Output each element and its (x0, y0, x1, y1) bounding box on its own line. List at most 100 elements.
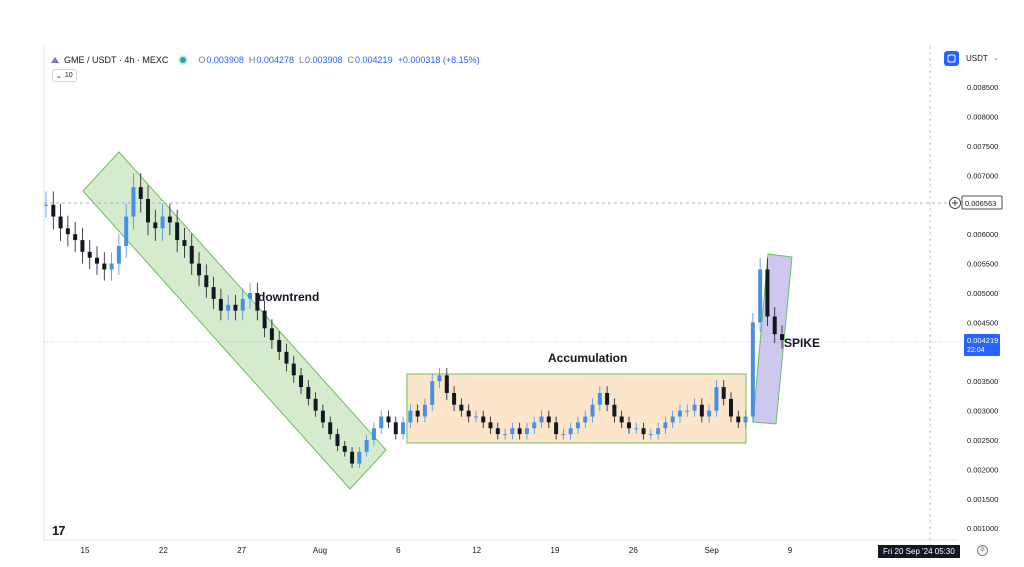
time-tick-label: 27 (237, 546, 246, 555)
price-tick-label: 0.002500 (967, 436, 998, 445)
candle-body (313, 398, 318, 411)
svg-text:downtrend: downtrend (258, 290, 319, 304)
low-label: L (298, 55, 304, 65)
volume-toggle[interactable]: ⌄ 10 (52, 69, 77, 82)
settings-icon[interactable]: ⚙ (977, 545, 988, 556)
time-tick-label: 12 (472, 546, 481, 555)
candle-body (138, 187, 143, 199)
candle-body (73, 234, 78, 241)
candle-body (248, 293, 253, 299)
candle-body (743, 416, 748, 423)
price-tick-label: 0.007000 (967, 171, 998, 180)
candle-body (95, 257, 100, 264)
candle-body (554, 422, 559, 435)
svg-text:SPIKE: SPIKE (784, 336, 820, 350)
candle-body (495, 428, 500, 435)
time-tick-label: 19 (551, 546, 560, 555)
svg-text:Accumulation: Accumulation (548, 351, 627, 365)
time-axis[interactable]: 15 22 27 Aug 6 12 19 26 Sep 9 (81, 546, 793, 555)
candle-body (335, 434, 340, 446)
price-tick-label: 0.004500 (967, 318, 998, 327)
candle-body (561, 434, 566, 436)
candle-body (291, 363, 296, 376)
symbol-legend[interactable]: GME / USDT · 4h · MEXC O 0.003908 H 0.00… (50, 52, 480, 68)
candle-body (240, 298, 245, 311)
candle-body (284, 351, 289, 364)
time-tick-label: 26 (629, 546, 638, 555)
candle-body (524, 428, 529, 435)
candle-body (619, 416, 624, 423)
chevron-down-icon: ⌄ (56, 72, 62, 80)
candle-body (728, 398, 733, 417)
price-tick-label: 0.005500 (967, 260, 998, 269)
candle-body (109, 263, 114, 270)
candle-body (481, 416, 486, 423)
candle-body (415, 410, 420, 417)
candle-body (269, 328, 274, 341)
candle-body (342, 445, 347, 452)
candle-body (182, 240, 187, 246)
high-label: H (248, 55, 256, 65)
volume-toggle-value: 10 (64, 72, 73, 79)
candle-body (277, 340, 282, 352)
candle-body (677, 410, 682, 417)
price-tick-label: 0.001500 (967, 495, 998, 504)
candle-body (116, 245, 121, 264)
candle-body (255, 293, 260, 311)
price-axis[interactable]: 0.0085000.0080000.0075000.0070000.006500… (967, 83, 998, 533)
candle-body (320, 410, 325, 423)
currency-dropdown-icon[interactable]: ⌄ (993, 55, 999, 62)
spike-box (752, 253, 793, 425)
currency-selector[interactable]: USDT (966, 54, 988, 63)
svg-text:22:04: 22:04 (967, 347, 985, 354)
candle-body (517, 428, 522, 435)
open-label: O (198, 55, 206, 65)
candle-body (539, 416, 544, 423)
candle-body (102, 263, 107, 270)
current-price-label: 0.004219 22:04 (964, 334, 1000, 356)
time-tick-label: 9 (788, 546, 793, 555)
time-tick-label: 22 (159, 546, 168, 555)
price-tick-label: 0.003000 (967, 407, 998, 416)
candle-body (568, 428, 573, 435)
symbol-title[interactable]: GME / USDT · 4h · MEXC (64, 55, 169, 65)
candle-body (605, 392, 610, 405)
candle-body (386, 416, 391, 423)
candle-body (131, 187, 136, 217)
candle-body (226, 304, 231, 311)
candle-body (444, 375, 449, 393)
crosshair-plus-icon[interactable] (949, 197, 961, 209)
candle-body (758, 269, 763, 323)
price-tick-label: 0.005000 (967, 289, 998, 298)
candle-body (663, 422, 668, 429)
high-value: 0.004278 (256, 55, 294, 65)
price-tick-label: 0.007500 (967, 142, 998, 151)
price-tick-label: 0.006000 (967, 230, 998, 239)
candle-body (379, 416, 384, 429)
candle-body (532, 422, 537, 429)
candle-body (590, 404, 595, 417)
close-label: C (347, 55, 355, 65)
open-value: 0.003908 (206, 55, 244, 65)
candle-body (692, 404, 697, 411)
candle-body (350, 451, 355, 464)
date-time-badge: Fri 20 Sep '24 05:30 (878, 545, 960, 558)
time-tick-label: Sep (705, 546, 720, 555)
candle-body (306, 387, 311, 399)
spike-annotation: SPIKE (784, 336, 820, 350)
candle-body (58, 216, 63, 229)
candle-body (466, 410, 471, 417)
candle-body (87, 251, 92, 258)
price-tick-label: 0.008000 (967, 113, 998, 122)
candle-body (612, 404, 617, 417)
candle-body (328, 422, 333, 435)
candle-body (197, 263, 202, 276)
currency-icon[interactable] (944, 51, 959, 66)
candle-body (204, 275, 209, 288)
candle-body (175, 222, 180, 241)
candle-body (685, 410, 690, 412)
candle-body (546, 416, 551, 423)
price-tick-label: 0.002000 (967, 465, 998, 474)
accumulation-annotation: Accumulation (548, 351, 627, 365)
